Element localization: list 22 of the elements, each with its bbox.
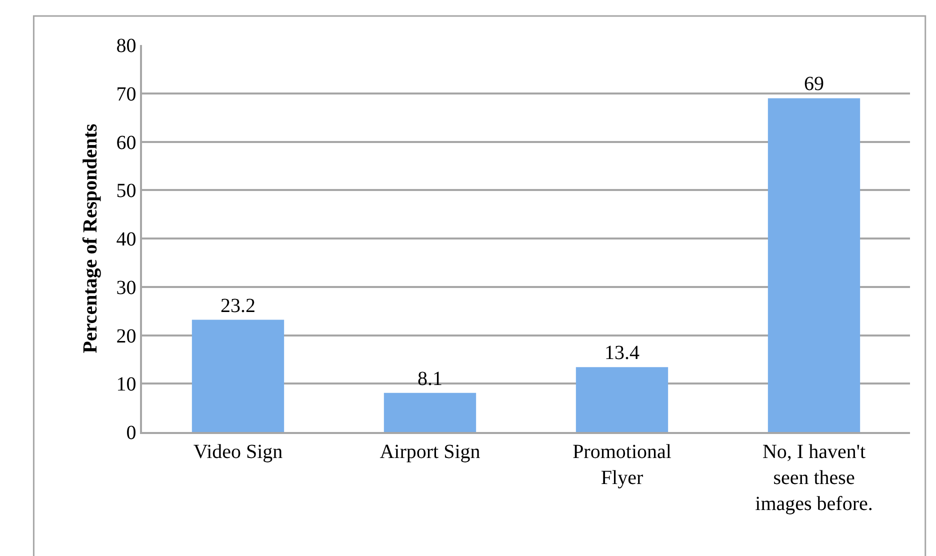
y-tick-label: 30 [116, 276, 136, 299]
x-tick-label: Airport Sign [380, 440, 480, 463]
bar [768, 98, 860, 432]
bar [192, 320, 284, 432]
data-label: 23.2 [220, 294, 256, 317]
x-tick-label: Promotional Flyer [572, 440, 672, 489]
y-axis-title: Percentage of Respondents [79, 123, 102, 354]
x-tick-label: Video Sign [193, 440, 283, 463]
bar [384, 392, 476, 432]
data-label: 8.1 [418, 368, 442, 390]
x-tick-label: No, I haven't seen these images before. [755, 440, 873, 515]
y-tick-label: 40 [116, 228, 136, 250]
y-tick-label: 10 [116, 374, 136, 396]
y-tick-label: 80 [116, 35, 136, 57]
y-tick-label: 50 [116, 180, 136, 202]
y-tick-label: 70 [116, 83, 136, 106]
y-tick-label: 60 [116, 132, 136, 154]
y-tick-label: 20 [116, 325, 136, 348]
bar [576, 367, 668, 432]
data-label: 69 [804, 73, 824, 96]
data-label: 13.4 [604, 342, 640, 364]
y-tick-label: 0 [126, 422, 136, 444]
